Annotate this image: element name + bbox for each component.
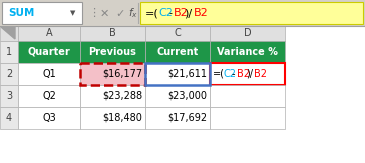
Text: C2: C2 xyxy=(223,69,236,79)
Bar xyxy=(80,85,145,107)
Bar xyxy=(80,63,145,85)
Text: Quarter: Quarter xyxy=(28,47,70,57)
Text: $16,177: $16,177 xyxy=(102,69,142,79)
Text: 2: 2 xyxy=(6,69,12,79)
Text: $f_x$: $f_x$ xyxy=(128,6,138,20)
Bar xyxy=(145,85,210,107)
Text: B: B xyxy=(109,29,116,38)
Bar xyxy=(210,26,285,41)
Text: -: - xyxy=(232,69,235,79)
Bar xyxy=(80,107,145,129)
Text: ▼: ▼ xyxy=(70,10,76,16)
Bar xyxy=(0,26,365,163)
Bar xyxy=(18,85,80,107)
Text: ✕: ✕ xyxy=(100,8,110,18)
Text: B2: B2 xyxy=(254,69,267,79)
Bar xyxy=(18,41,80,63)
Text: D: D xyxy=(244,29,251,38)
Bar xyxy=(80,26,145,41)
Text: $23,000: $23,000 xyxy=(167,91,207,101)
Bar xyxy=(210,85,285,107)
Bar xyxy=(0,85,18,107)
Bar xyxy=(80,63,145,85)
Text: =(: =( xyxy=(213,69,225,79)
Text: A: A xyxy=(46,29,52,38)
Bar xyxy=(145,63,210,85)
Text: Variance %: Variance % xyxy=(217,47,278,57)
Text: 3: 3 xyxy=(6,91,12,101)
Text: )/: )/ xyxy=(246,69,253,79)
Text: $18,480: $18,480 xyxy=(102,113,142,123)
Text: C2: C2 xyxy=(158,8,173,18)
Bar xyxy=(145,63,210,85)
Bar xyxy=(18,63,80,85)
Text: B2: B2 xyxy=(174,8,189,18)
Text: B2: B2 xyxy=(237,69,250,79)
Polygon shape xyxy=(1,27,15,39)
Text: $17,692: $17,692 xyxy=(167,113,207,123)
Text: ⋮: ⋮ xyxy=(88,8,99,18)
Text: =(: =( xyxy=(145,8,159,18)
Text: 4: 4 xyxy=(6,113,12,123)
Text: -: - xyxy=(168,8,172,18)
Text: B2: B2 xyxy=(194,8,209,18)
Bar xyxy=(0,107,18,129)
Text: 1: 1 xyxy=(6,47,12,57)
Bar xyxy=(210,107,285,129)
Text: )/: )/ xyxy=(184,8,192,18)
Bar xyxy=(145,107,210,129)
Text: Q2: Q2 xyxy=(42,91,56,101)
Text: $23,288: $23,288 xyxy=(102,91,142,101)
Bar xyxy=(210,41,285,63)
Bar xyxy=(210,63,285,85)
Text: C: C xyxy=(174,29,181,38)
Text: ✓: ✓ xyxy=(115,8,124,18)
Bar xyxy=(0,26,18,41)
Bar xyxy=(18,107,80,129)
Bar xyxy=(210,63,285,85)
Text: Previous: Previous xyxy=(89,47,137,57)
Bar xyxy=(80,41,145,63)
Bar xyxy=(145,26,210,41)
Text: SUM: SUM xyxy=(8,8,34,18)
Text: Q3: Q3 xyxy=(42,113,56,123)
Text: Current: Current xyxy=(156,47,199,57)
Bar xyxy=(145,41,210,63)
Bar xyxy=(18,26,80,41)
Text: $21,611: $21,611 xyxy=(167,69,207,79)
Bar xyxy=(0,63,18,85)
Bar xyxy=(0,41,18,63)
Text: Q1: Q1 xyxy=(42,69,56,79)
Bar xyxy=(2,2,82,24)
Bar xyxy=(140,2,363,24)
